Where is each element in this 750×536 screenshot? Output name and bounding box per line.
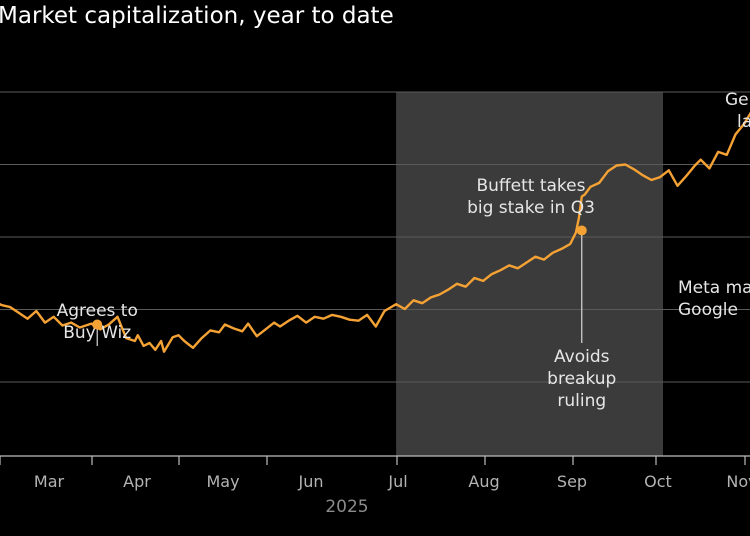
x-tick-label-jul: Jul (387, 472, 407, 491)
wiz-marker (92, 319, 103, 330)
q3-shade-layer (396, 92, 663, 456)
meta-annotation-line-1: Meta ma (678, 278, 750, 298)
alphabet-market-cap-line (0, 111, 750, 353)
x-axis: Mar Apr May Jun Jul Aug Sep Oct Nov 2025 (0, 455, 750, 517)
ruling-annotation-line-1: Avoids (554, 347, 610, 367)
chart-title: Market capitalization, year to date (0, 3, 394, 29)
ruling-annotation-line-2: breakup (547, 369, 616, 389)
x-tick-label-mar: Mar (34, 472, 65, 491)
x-tick-label-aug: Aug (468, 472, 499, 491)
x-tick-label-may: May (206, 472, 239, 491)
x-tick-label-oct: Oct (644, 472, 672, 491)
q3-shaded-band (396, 92, 663, 456)
meta-annotation-line-2: Google (678, 300, 738, 320)
ruling-annotation-line-3: ruling (557, 391, 606, 411)
x-tick-label-apr: Apr (123, 472, 151, 491)
ruling-marker (576, 225, 587, 236)
series-layer (0, 111, 750, 353)
gemini-annotation-line-1: Ge (725, 90, 749, 110)
x-tick-label-jun: Jun (298, 472, 324, 491)
x-tick-label-nov: Nov (726, 472, 750, 491)
gemini-annotation-line-2: la (737, 112, 750, 132)
x-axis-year-label: 2025 (325, 497, 368, 517)
wiz-annotation-line-2: Buy Wiz (63, 323, 131, 343)
buffett-annotation-line-2: big stake in Q3 (467, 198, 595, 218)
x-tick-label-sep: Sep (557, 472, 587, 491)
buffett-annotation-line-1: Buffett takes (477, 176, 586, 196)
gridlines (0, 91, 750, 383)
wiz-annotation-line-1: Agrees to (57, 301, 138, 321)
